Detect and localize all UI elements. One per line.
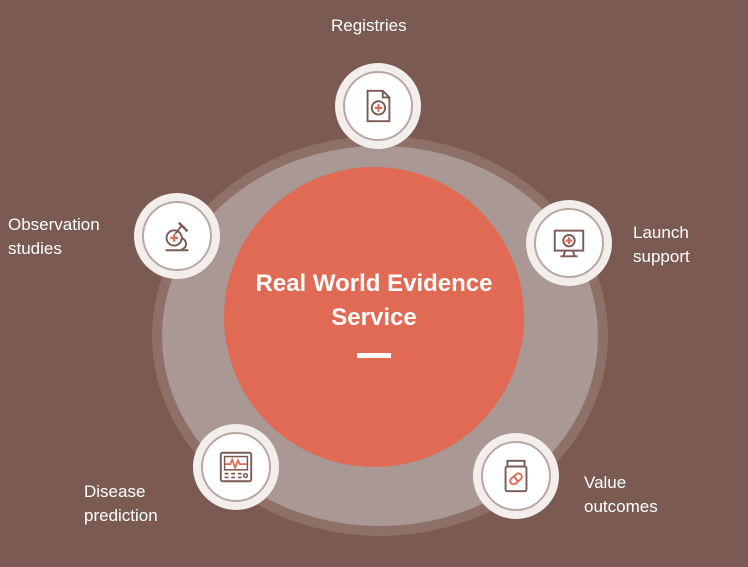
node-value-outcomes-badge	[481, 441, 551, 511]
node-registries[interactable]	[335, 63, 421, 149]
document-medical-icon	[366, 89, 391, 123]
node-registries-badge	[343, 71, 413, 141]
pill-bottle-icon	[504, 459, 528, 493]
node-observation-studies[interactable]	[134, 193, 220, 279]
center-title-line2: Service	[331, 303, 417, 331]
node-launch-support[interactable]	[526, 200, 612, 286]
center-title-line1: Real World Evidence	[255, 269, 493, 297]
label-observation-studies: Observation studies	[8, 215, 100, 258]
ecg-monitor-icon	[219, 451, 253, 483]
microscope-icon	[165, 221, 189, 252]
node-launch-support-badge	[534, 208, 604, 278]
label-disease-prediction: Disease prediction	[84, 482, 158, 525]
node-observation-studies-badge	[142, 201, 212, 271]
node-disease-prediction-badge	[201, 432, 271, 502]
label-value-outcomes: Value outcomes	[584, 473, 658, 516]
label-registries: Registries	[331, 16, 407, 35]
node-disease-prediction[interactable]	[193, 424, 279, 510]
label-launch-support: Launch support	[633, 223, 690, 266]
node-value-outcomes[interactable]	[473, 433, 559, 519]
monitor-medical-icon	[553, 229, 585, 258]
center-dash	[357, 352, 391, 358]
center-circle: Real World Evidence Service	[224, 167, 524, 467]
center-title: Real World Evidence Service	[229, 267, 519, 335]
